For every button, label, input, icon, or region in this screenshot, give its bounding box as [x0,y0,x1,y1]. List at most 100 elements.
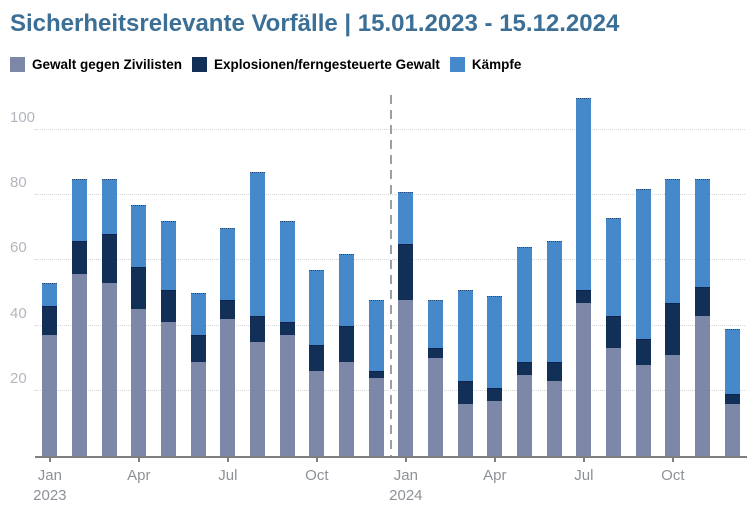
battles-swatch-icon [449,57,465,72]
bar-slot [450,93,480,456]
bar-stack-mar-2024 [457,289,473,456]
bars-layer [35,93,747,456]
bar-segment [42,335,58,456]
bar-segment [190,293,206,336]
x-tick [582,456,585,462]
bar-segment [665,354,681,456]
bar-segment [279,221,295,323]
legend-item-battles: Kämpfe [449,57,522,72]
bar-segment [606,348,622,456]
legend-item-explosions: Explosionen/ferngesteuerte Gewalt [192,57,440,72]
bar-stack-apr-2024 [487,296,503,456]
bar-segment [576,302,592,456]
bar-segment [635,188,651,339]
bar-slot [243,93,273,456]
bar-stack-may-2023 [161,221,177,456]
bar-slot [332,93,362,456]
bar-segment [457,289,473,382]
bar-slot [35,93,65,456]
bar-stack-oct-2023 [309,270,325,456]
bar-slot [480,93,510,456]
bar-segment [339,325,355,362]
bar-slot [391,93,421,456]
bar-slot [599,93,629,456]
bar-slot [213,93,243,456]
bar-segment [339,361,355,456]
bar-slot [154,93,184,456]
bar-stack-jul-2024 [576,97,592,456]
bar-segment [101,283,117,456]
legend-label-battles: Kämpfe [471,57,522,72]
bar-segment [279,322,295,336]
bar-segment [695,179,711,287]
bar-segment [724,394,740,404]
bar-stack-sep-2024 [635,188,651,456]
bar-segment [368,377,384,456]
y-axis-label-80: 80 [10,174,27,192]
bar-segment [220,299,236,320]
bar-slot [510,93,540,456]
bar-segment [428,299,444,349]
x-tick [137,456,140,462]
legend-item-civilians: Gewalt gegen Zivilisten [10,57,182,72]
bar-stack-dec-2023 [368,299,384,456]
bar-slot [272,93,302,456]
x-axis-label-Apr: Apr [127,467,151,484]
bar-segment [517,374,533,456]
bar-segment [724,403,740,456]
bar-segment [72,240,87,274]
y-axis-label-100: 100 [10,109,36,127]
legend: Gewalt gegen Zivilisten Explosionen/fern… [10,57,521,72]
bar-segment [665,302,681,355]
bar-slot [65,93,95,456]
bar-segment [131,205,147,267]
bar-stack-aug-2023 [250,172,266,456]
bar-stack-jan-2024 [398,192,414,456]
bar-stack-apr-2023 [131,205,147,456]
bar-segment [724,328,740,395]
bar-segment [72,179,87,241]
x-tick [48,456,51,462]
legend-label-civilians: Gewalt gegen Zivilisten [32,57,183,72]
bar-segment [487,296,503,388]
y-axis-label-40: 40 [10,304,27,322]
bar-segment [487,387,503,401]
bar-slot [717,93,747,456]
bar-segment [72,273,87,456]
bar-stack-sep-2023 [279,221,295,456]
bar-segment [457,381,473,404]
bar-segment [220,227,236,300]
explosions-swatch-icon [192,57,208,72]
bar-segment [695,315,711,456]
bar-segment [695,286,711,316]
bar-segment [161,289,177,323]
bar-segment [190,335,206,362]
bar-slot [361,93,391,456]
bar-slot [539,93,569,456]
x-axis-label-Oct: Oct [661,467,685,484]
x-tick [671,456,674,462]
bar-segment [42,283,58,307]
bar-stack-jan-2023 [42,283,58,456]
bar-segment [398,299,414,456]
bar-segment [546,240,562,362]
bar-segment [517,361,533,375]
bar-segment [606,218,622,316]
bar-segment [339,253,355,326]
bar-slot [688,93,718,456]
bar-slot [658,93,688,456]
y-axis-label-60: 60 [10,239,27,257]
bar-stack-oct-2024 [665,179,681,456]
bar-segment [161,221,177,290]
bar-slot [183,93,213,456]
bar-stack-jun-2024 [546,240,562,456]
bar-segment [368,371,384,378]
bar-segment [309,345,325,372]
x-axis-label-Jul: Jul [218,467,238,484]
bar-slot [302,93,332,456]
bar-segment [190,361,206,456]
x-axis-label-Jan-2023: Jan 2023 [33,467,67,505]
x-tick [226,456,229,462]
bar-segment [250,172,266,316]
bar-segment [398,244,414,300]
